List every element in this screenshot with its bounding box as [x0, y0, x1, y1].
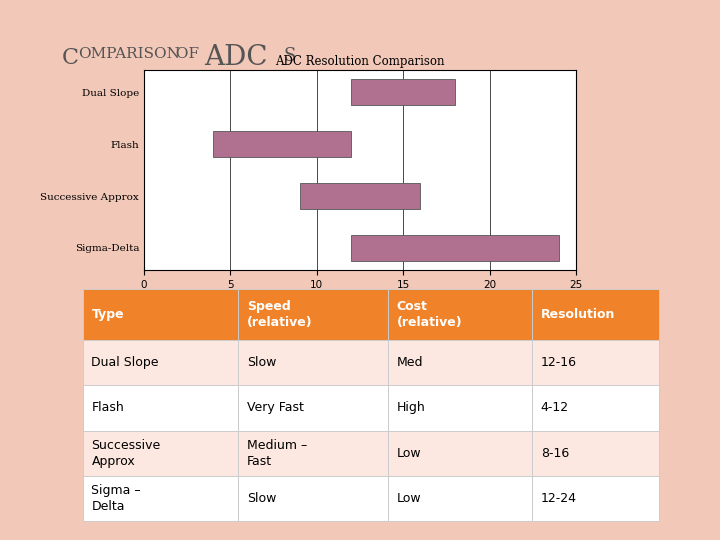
- Text: Successive
Approx: Successive Approx: [91, 438, 161, 468]
- Bar: [300, 183, 420, 209]
- FancyBboxPatch shape: [532, 430, 659, 476]
- Text: Resolution: Resolution: [541, 308, 615, 321]
- Text: Slow: Slow: [247, 356, 276, 369]
- Text: Very Fast: Very Fast: [247, 401, 304, 414]
- FancyBboxPatch shape: [83, 385, 238, 430]
- Text: Cost
(relative): Cost (relative): [397, 300, 462, 329]
- FancyBboxPatch shape: [388, 385, 532, 430]
- FancyBboxPatch shape: [388, 430, 532, 476]
- Text: Medium –
Fast: Medium – Fast: [247, 438, 307, 468]
- FancyBboxPatch shape: [83, 289, 238, 340]
- Text: 4-12: 4-12: [541, 401, 569, 414]
- FancyBboxPatch shape: [532, 289, 659, 340]
- Text: Type: Type: [91, 308, 124, 321]
- FancyBboxPatch shape: [532, 476, 659, 521]
- Text: Med: Med: [397, 356, 423, 369]
- Text: High: High: [397, 401, 426, 414]
- Bar: [351, 235, 559, 261]
- FancyBboxPatch shape: [83, 430, 238, 476]
- FancyBboxPatch shape: [238, 340, 388, 385]
- FancyBboxPatch shape: [238, 430, 388, 476]
- FancyBboxPatch shape: [532, 340, 659, 385]
- FancyBboxPatch shape: [388, 340, 532, 385]
- FancyBboxPatch shape: [83, 340, 238, 385]
- Text: Dual Slope: Dual Slope: [91, 356, 159, 369]
- FancyBboxPatch shape: [238, 385, 388, 430]
- Text: S: S: [284, 46, 296, 65]
- Bar: [213, 131, 351, 157]
- Text: Speed
(relative): Speed (relative): [247, 300, 312, 329]
- FancyBboxPatch shape: [388, 476, 532, 521]
- Text: Slow: Slow: [247, 492, 276, 505]
- Text: 8-16: 8-16: [541, 447, 569, 460]
- Text: Flash: Flash: [91, 401, 124, 414]
- FancyBboxPatch shape: [83, 476, 238, 521]
- X-axis label: Resolution (Bits): Resolution (Bits): [316, 295, 404, 304]
- Text: Low: Low: [397, 492, 421, 505]
- Text: Low: Low: [397, 447, 421, 460]
- Text: Sigma –
Delta: Sigma – Delta: [91, 484, 141, 513]
- Text: ADC: ADC: [204, 44, 268, 71]
- Text: 12-16: 12-16: [541, 356, 577, 369]
- Text: 12-24: 12-24: [541, 492, 577, 505]
- FancyBboxPatch shape: [238, 476, 388, 521]
- FancyBboxPatch shape: [388, 289, 532, 340]
- Text: OMPARISON: OMPARISON: [78, 46, 180, 60]
- FancyBboxPatch shape: [238, 289, 388, 340]
- FancyBboxPatch shape: [532, 385, 659, 430]
- Text: OF: OF: [171, 46, 204, 60]
- Text: C: C: [62, 46, 79, 69]
- Bar: [351, 79, 455, 105]
- Title: ADC Resolution Comparison: ADC Resolution Comparison: [275, 55, 445, 68]
